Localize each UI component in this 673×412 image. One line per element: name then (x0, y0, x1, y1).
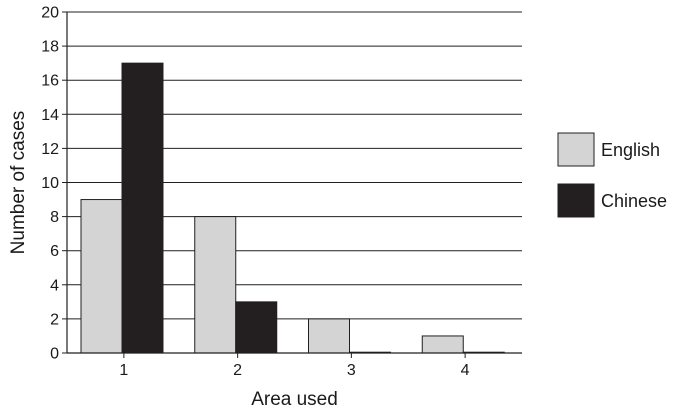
bars (80, 62, 505, 354)
bar-chinese-2 (235, 301, 278, 354)
y-tick-label: 2 (50, 311, 59, 328)
y-tick-label: 12 (41, 141, 59, 158)
y-tick-label: 6 (50, 243, 59, 260)
legend-swatch-chinese (557, 183, 595, 218)
x-axis-title: Area used (251, 389, 338, 410)
legend-label-chinese: Chinese (601, 191, 667, 211)
y-tick-label: 16 (41, 73, 59, 90)
y-axis-title: Number of cases (8, 111, 29, 255)
x-tick-label: 3 (347, 362, 356, 379)
legend-label-english: English (601, 140, 660, 160)
y-tick-labels: 0 2 4 6 8 10 12 14 16 18 20 (41, 5, 67, 363)
y-tick-label: 10 (41, 175, 59, 192)
y-tick-label: 8 (50, 209, 59, 226)
x-tick-label: 2 (233, 362, 242, 379)
y-tick-label: 18 (41, 39, 59, 56)
x-tick-label: 4 (461, 362, 470, 379)
bar-english-1 (80, 199, 123, 354)
bar-english-2 (194, 216, 237, 354)
y-tick-label: 14 (41, 107, 59, 124)
legend: English Chinese (557, 132, 667, 218)
bar-english-4 (421, 335, 464, 354)
y-tick-label: 0 (50, 346, 59, 363)
x-tick-label: 1 (119, 362, 128, 379)
y-tick-label: 20 (41, 5, 59, 22)
bar-english-3 (308, 318, 350, 354)
bar-chinese-1 (121, 62, 164, 354)
x-tick-labels: 1 2 3 4 (119, 353, 470, 379)
legend-swatch-english (557, 132, 595, 167)
y-tick-label: 4 (50, 277, 59, 294)
